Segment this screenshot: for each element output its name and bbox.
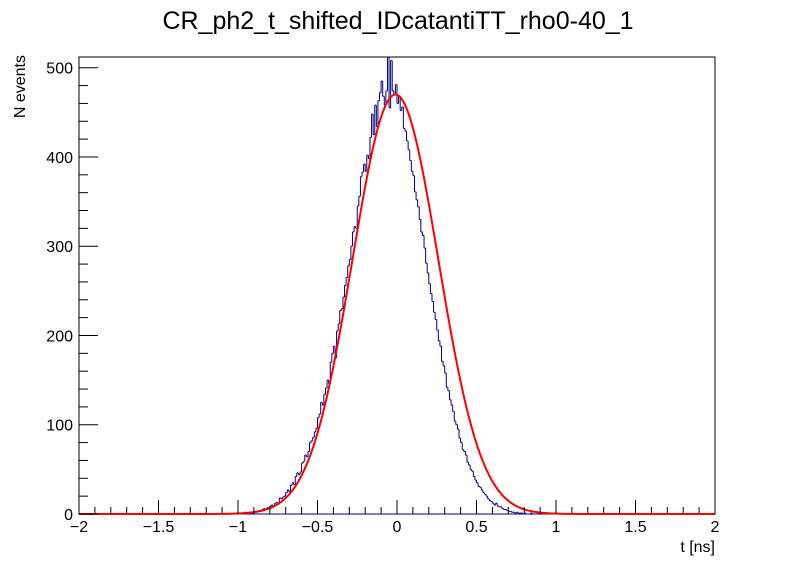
x-tick-label: −0.5 [302, 519, 334, 536]
plot-layer: −2 −1.5 −1 −0.5 0 0.5 1 1.5 2 0 100 200 300 400 500 [46, 56, 720, 536]
y-axis-label: N events [12, 55, 29, 118]
y-tick-label: 0 [64, 507, 73, 524]
chart-title: CR_ph2_t_shifted_IDcatantiTT_rho0-40_1 [162, 7, 633, 35]
x-tick-label: −1 [229, 519, 247, 536]
x-tick-label: 0.5 [465, 519, 487, 536]
fit-curve [79, 93, 715, 515]
y-tick-label: 100 [46, 418, 73, 435]
x-tick-label: 2 [711, 519, 720, 536]
y-tick-label: 400 [46, 150, 73, 167]
y-tick-label: 500 [46, 61, 73, 78]
x-tick-label: 1 [552, 519, 561, 536]
x-tick-label: 1.5 [624, 519, 646, 536]
plot-frame [78, 56, 716, 515]
x-tick-label: −2 [70, 519, 88, 536]
x-tick-label: 0 [393, 519, 402, 536]
x-axis-label: t [ns] [680, 539, 715, 556]
y-tick-label: 200 [46, 328, 73, 345]
y-tick-label: 300 [46, 239, 73, 256]
x-tick-label: −1.5 [143, 519, 175, 536]
